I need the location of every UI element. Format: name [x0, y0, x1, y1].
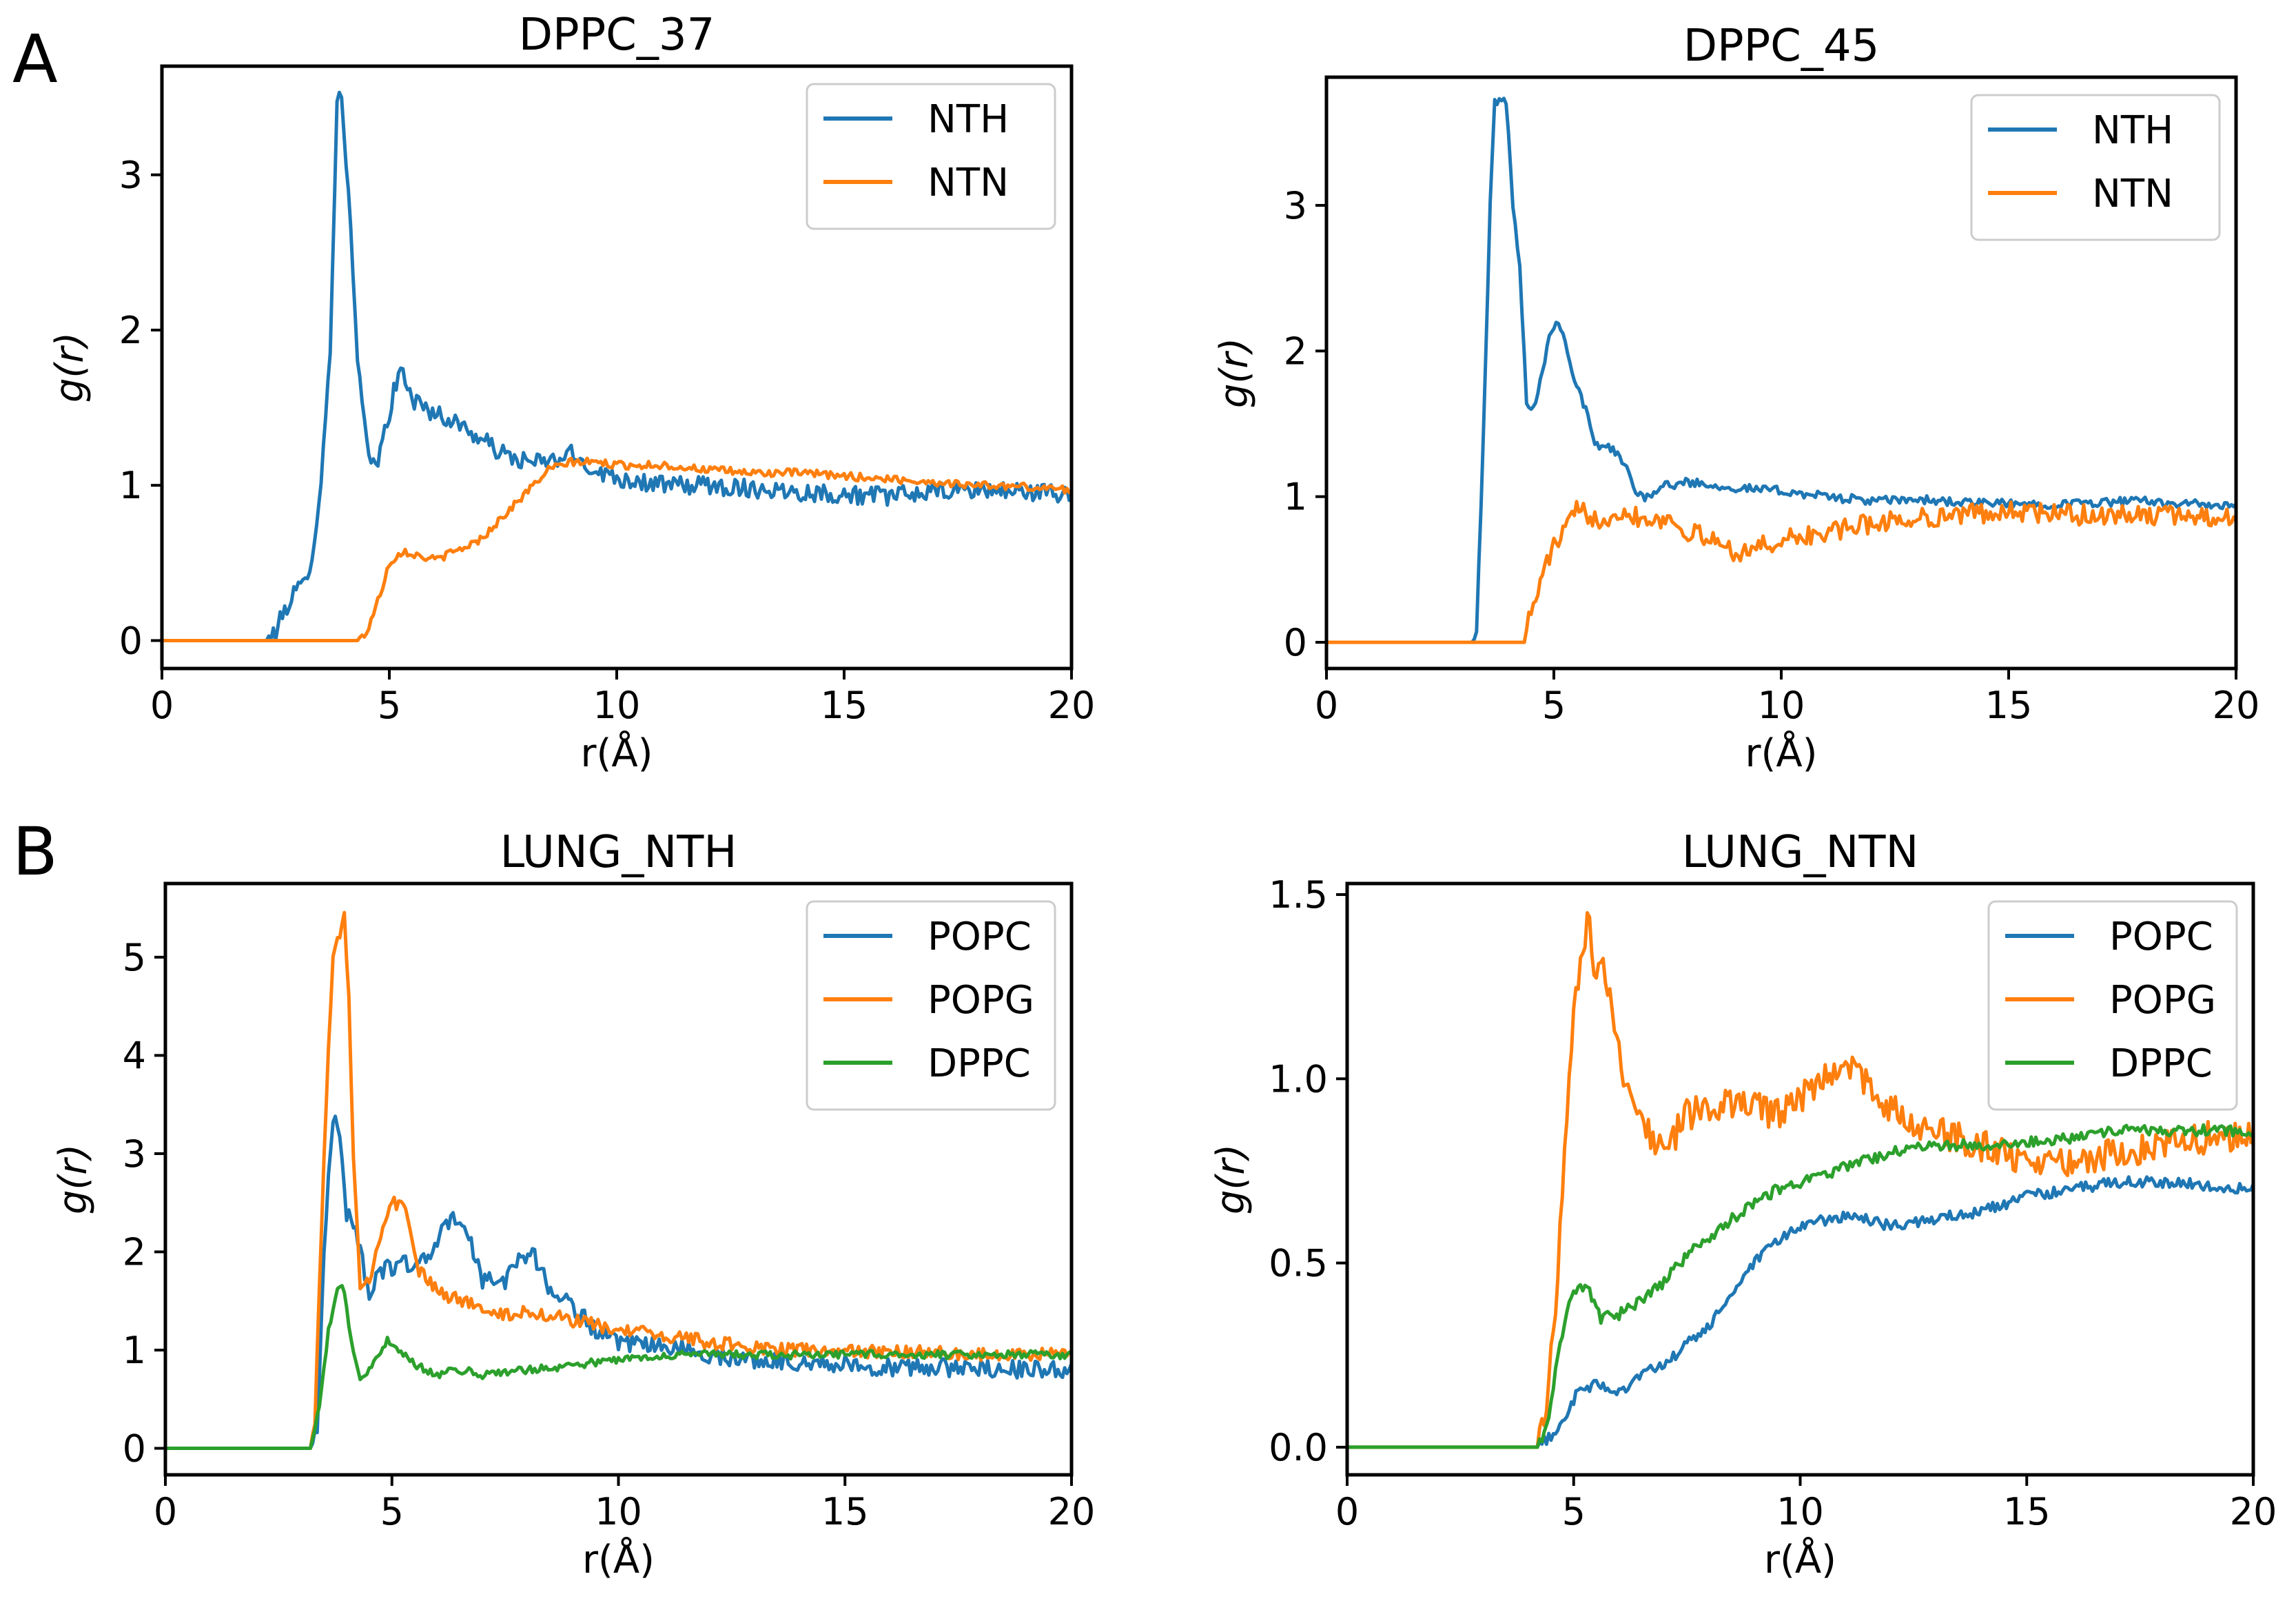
x-tick-label: 10: [595, 1490, 642, 1533]
chart-title: DPPC_37: [519, 10, 715, 61]
y-tick-label: 3: [1284, 184, 1307, 227]
y-tick-label: 0: [123, 1427, 146, 1471]
y-tick-label: 2: [1284, 329, 1307, 373]
x-tick-label: 0: [1315, 684, 1338, 727]
x-tick-label: 10: [1776, 1490, 1824, 1533]
x-axis-label: r(Å): [582, 1537, 655, 1582]
series-line-popg: [165, 910, 1072, 1450]
x-tick-label: 15: [1985, 684, 2033, 727]
legend-frame: [806, 900, 1056, 1111]
series-line-popc: [165, 1114, 1072, 1450]
x-tick-label: 15: [2003, 1490, 2051, 1533]
legend-label-popg: POPG: [927, 978, 1034, 1023]
x-axis-label: r(Å): [1745, 731, 1817, 776]
y-tick-label: 3: [123, 1132, 146, 1176]
x-axis-label: r(Å): [1764, 1537, 1836, 1582]
x-tick-label: 20: [2213, 684, 2260, 727]
y-axis-label: g(r): [1212, 338, 1257, 408]
y-tick-label: 2: [119, 309, 143, 352]
legend-label-dppc: DPPC: [927, 1041, 1031, 1086]
x-tick-label: 10: [593, 684, 641, 727]
x-tick-label: 15: [821, 684, 868, 727]
series-line-nth: [1326, 96, 2236, 644]
legend-label-popc: POPC: [2109, 915, 2213, 959]
chart-1: DPPC_45 0 5 10 15 20 0 1 2 3 r(Å) g(r) NTH NTN: [1212, 21, 2259, 776]
y-tick-label: 4: [123, 1034, 146, 1077]
x-tick-label: 0: [1335, 1490, 1359, 1533]
series-line-ntn: [1326, 500, 2236, 644]
x-tick-label: 10: [1758, 684, 1805, 727]
x-tick-label: 5: [1562, 1490, 1586, 1533]
y-tick-label: 5: [123, 936, 146, 979]
legend-label-nth: NTH: [927, 97, 1009, 142]
legend-label-ntn: NTN: [927, 161, 1009, 205]
y-tick-label: 0: [1284, 621, 1307, 664]
x-tick-label: 5: [380, 1490, 404, 1533]
x-tick-label: 5: [378, 684, 401, 727]
series-line-popc: [1347, 1175, 2253, 1449]
panel-label-a: A: [12, 21, 58, 98]
legend-frame: [1987, 900, 2238, 1111]
y-tick-label: 2: [123, 1230, 146, 1274]
legend-label-dppc: DPPC: [2109, 1041, 2213, 1086]
y-tick-label: 1.0: [1269, 1057, 1328, 1101]
y-tick-label: 0: [119, 619, 143, 662]
legend-label-nth: NTH: [2092, 108, 2173, 153]
x-tick-label: 5: [1542, 684, 1566, 727]
chart-title: LUNG_NTN: [1682, 827, 1919, 878]
chart-title: DPPC_45: [1683, 21, 1880, 72]
x-axis-label: r(Å): [580, 731, 653, 776]
y-axis-label: g(r): [51, 1144, 96, 1214]
x-tick-label: 0: [154, 1490, 177, 1533]
legend-label-ntn: NTN: [2092, 172, 2173, 216]
legend: NTH NTN: [806, 83, 1056, 230]
x-tick-label: 20: [1048, 684, 1096, 727]
y-tick-label: 3: [119, 154, 143, 197]
y-tick-label: 0.0: [1269, 1426, 1328, 1469]
y-axis-label: g(r): [1209, 1144, 1253, 1214]
chart-0: DPPC_37 0 5 10 15 20 0 1 2 3 r(Å) g(r) NTH NTN: [48, 10, 1095, 776]
series-line-ntn: [162, 456, 1072, 642]
legend: POPC POPG DPPC: [806, 900, 1056, 1111]
legend: NTH NTN: [1970, 94, 2221, 241]
y-tick-label: 0.5: [1269, 1242, 1328, 1285]
panel-label-b: B: [12, 813, 58, 890]
x-tick-label: 20: [1048, 1490, 1096, 1533]
y-axis-label: g(r): [48, 332, 92, 402]
x-tick-label: 20: [2230, 1490, 2277, 1533]
series-line-dppc: [1347, 1123, 2253, 1449]
y-tick-label: 1: [119, 464, 143, 507]
y-tick-label: 1: [1284, 476, 1307, 519]
chart-2: LUNG_NTH 0 5 10 15 20 0 1 2 3 4 5 r(Å) g(r) POPC POPG DP…: [51, 827, 1095, 1582]
x-tick-label: 0: [150, 684, 174, 727]
series-line-nth: [162, 90, 1072, 642]
legend-label-popc: POPC: [927, 915, 1032, 959]
chart-title: LUNG_NTH: [500, 827, 737, 878]
y-tick-label: 1: [123, 1329, 146, 1372]
legend-label-popg: POPG: [2109, 978, 2216, 1023]
legend: POPC POPG DPPC: [1987, 900, 2238, 1111]
series-line-dppc: [165, 1284, 1072, 1450]
chart-3: LUNG_NTN 0 5 10 15 20 0.0 0.5 1.0 1.5 r(Å) g(r) POPC…: [1209, 827, 2277, 1582]
x-tick-label: 15: [821, 1490, 869, 1533]
y-tick-label: 1.5: [1269, 873, 1328, 917]
